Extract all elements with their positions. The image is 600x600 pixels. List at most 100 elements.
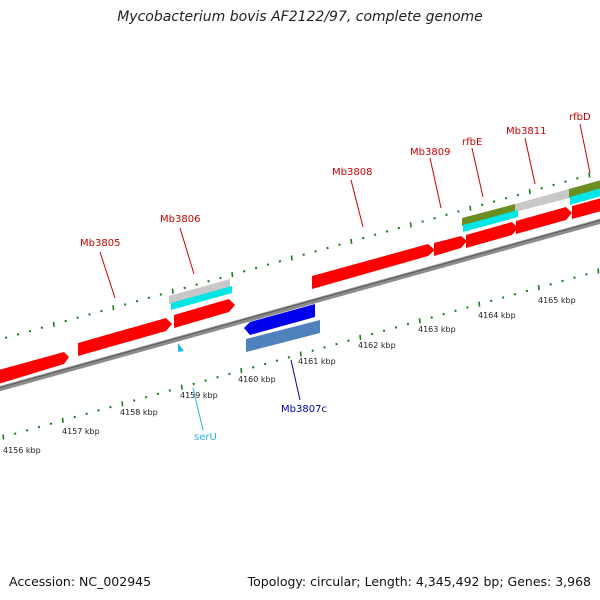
upper-scale-tick	[588, 172, 591, 178]
cyan-band-mb3806	[171, 286, 232, 310]
gene-arrow-rfbD	[572, 198, 600, 219]
upper-scale-tick	[112, 305, 115, 311]
scale-label-4160: 4160 kbp	[238, 375, 276, 384]
gene-arrow-left-edge	[0, 352, 69, 384]
upper-scale-tick	[338, 243, 341, 247]
upper-scale-tick	[361, 236, 365, 240]
upper-scale-tick	[266, 263, 270, 266]
lower-scale-tick	[430, 316, 433, 319]
upper-scale-tick	[207, 279, 210, 283]
scale-label-4162: 4162 kbp	[358, 341, 396, 350]
scale-label-4156: 4156 kbp	[3, 446, 41, 455]
upper-scale-tick	[492, 200, 496, 203]
upper-scale-tick	[219, 276, 222, 280]
cyan-band-rfbD	[570, 188, 600, 205]
lower-scale-tick	[216, 375, 219, 379]
lower-scale-tick	[251, 365, 255, 369]
label-mb3808: Mb3808	[332, 167, 372, 178]
lower-scale-tick	[549, 282, 552, 286]
upper-scale-tick	[576, 177, 579, 180]
lower-scale-tick	[97, 409, 100, 412]
upper-scale-tick	[409, 222, 412, 228]
lower-scale-tick	[263, 362, 267, 366]
upper-scale-tick	[123, 303, 127, 306]
lower-scale-tick	[501, 296, 505, 299]
forward-genes	[0, 198, 600, 384]
scale-labels: 4156 kbp 4157 kbp 4158 kbp 4159 kbp 4160…	[3, 296, 576, 455]
accession-text: Accession: NC_002945	[9, 574, 152, 589]
scale-label-4159: 4159 kbp	[180, 391, 218, 400]
upper-scale-tick	[457, 210, 460, 213]
scale-label-4163: 4163 kbp	[418, 325, 456, 334]
upper-scale-tick	[28, 329, 32, 333]
upper-scale-tick	[290, 255, 293, 261]
lower-scale-tick	[61, 417, 64, 423]
upper-scale-tick	[64, 319, 67, 323]
lower-scale-tick	[275, 359, 279, 362]
olive-band-rfbD	[569, 180, 600, 198]
upper-scale-tick	[242, 269, 246, 273]
label-mb3805: Mb3805	[80, 238, 120, 249]
upper-scale-tick	[385, 230, 389, 233]
upper-scale-tick	[135, 299, 139, 303]
reverse-genes	[178, 304, 320, 352]
lower-scale-tick	[370, 332, 374, 336]
grey-band-mb3811	[515, 189, 569, 212]
lower-scale-tick	[466, 306, 469, 309]
lower-scale-tick	[442, 312, 445, 316]
map-title: Mycobacterium bovis AF2122/97, complete …	[117, 9, 483, 25]
upper-scale-tick	[16, 333, 20, 336]
lower-scale-tick	[597, 268, 600, 274]
label-mb3807c: Mb3807c	[281, 404, 327, 415]
upper-scale-tick	[171, 288, 174, 294]
upper-scale-tick	[445, 213, 448, 217]
gene-arrow-mb3808	[312, 244, 435, 289]
lower-scale-tick	[132, 399, 136, 402]
upper-scale-tick	[88, 313, 91, 316]
lower-scale-tick	[347, 339, 350, 343]
lower-scale-tick	[418, 318, 421, 324]
upper-scale-tick	[100, 309, 103, 313]
lower-scale-tick	[382, 329, 386, 333]
upper-scale-tick	[195, 283, 198, 286]
lower-scale-tick	[335, 342, 338, 346]
label-mb3806: Mb3806	[160, 214, 200, 225]
lower-scale-tick	[49, 422, 53, 426]
upper-scale-tick	[516, 193, 520, 197]
gene-labels: Mb3805 Mb3806 Mb3808 Mb3809 rfbE Mb3811 …	[80, 112, 591, 443]
scale-label-4161: 4161 kbp	[298, 357, 336, 366]
lower-scale-tick	[513, 292, 517, 296]
olive-band-rfbE	[462, 204, 515, 226]
gene-arrow-mb3807c	[244, 304, 315, 335]
lower-scale-tick	[204, 379, 207, 382]
upper-scale-tick	[504, 196, 508, 200]
lower-scale-tick	[192, 382, 195, 386]
label-leaders	[99, 123, 591, 431]
lower-scale-tick	[478, 301, 481, 307]
lower-scale-tick	[156, 392, 160, 396]
lower-scale-tick	[2, 434, 5, 440]
lower-scale-tick	[573, 276, 576, 279]
lower-scale-tick	[454, 309, 457, 313]
lower-scale-tick	[228, 372, 231, 376]
upper-scale-tick	[4, 336, 8, 339]
upper-scale-tick	[480, 203, 484, 207]
lower-scale-tick	[311, 349, 314, 352]
lower-scale-tick	[537, 285, 540, 291]
lower-scale-tick	[359, 334, 362, 340]
gene-arrow-mb3811	[516, 207, 572, 234]
lower-scale-tick	[287, 356, 291, 359]
lower-scale-tick	[525, 289, 529, 293]
upper-scale-tick	[373, 233, 377, 237]
upper-scale-tick	[159, 293, 163, 296]
cyan-band-rfbE	[463, 210, 518, 232]
scale-label-4164: 4164 kbp	[478, 311, 516, 320]
lower-scale-tick	[323, 346, 326, 349]
scale-label-4165: 4165 kbp	[538, 296, 576, 305]
lower-scale-tick	[406, 322, 410, 326]
lower-scale-tick	[299, 351, 302, 357]
upper-scale-tick	[147, 296, 151, 300]
upper-scale-tick	[528, 189, 531, 195]
lower-scale-tick	[121, 401, 124, 407]
